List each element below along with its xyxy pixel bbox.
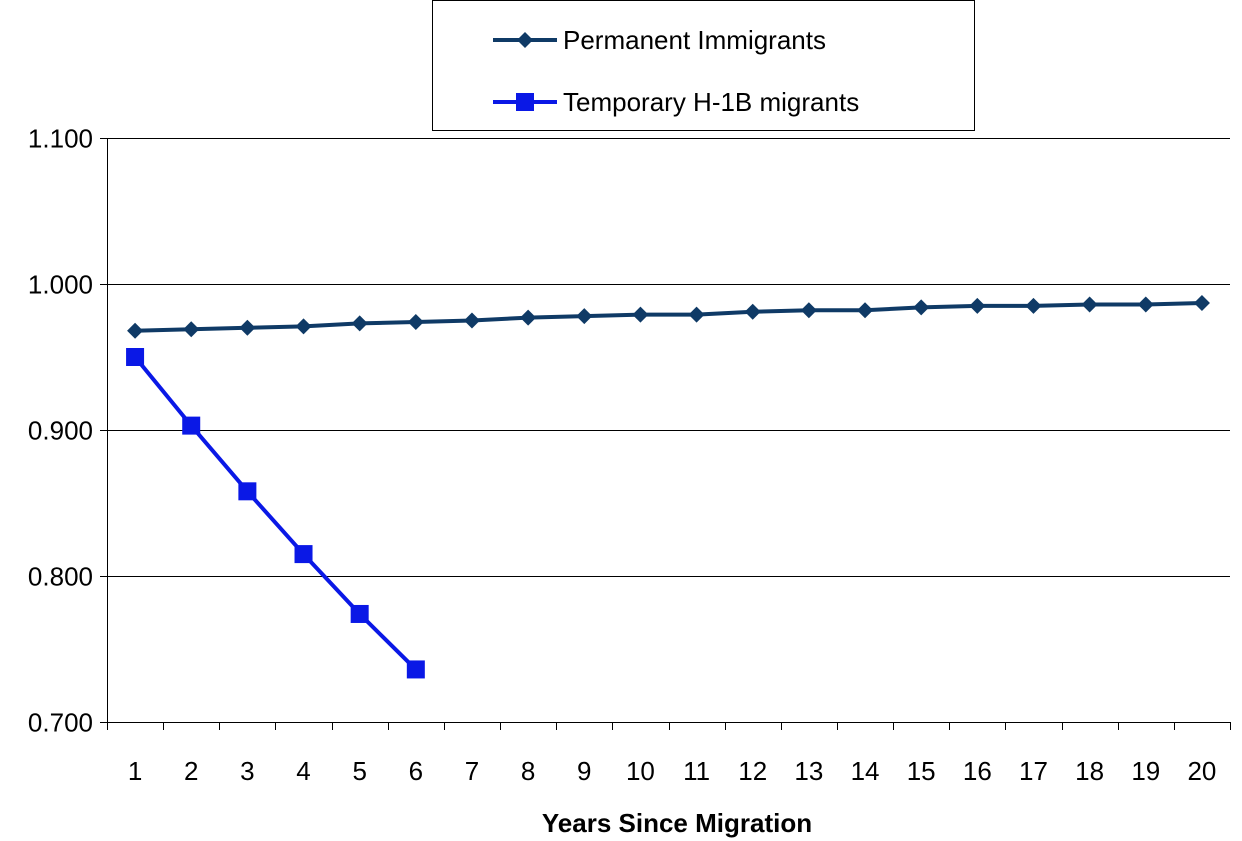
x-tick-label: 2 [184,756,198,786]
x-tick-label: 10 [626,756,655,786]
x-tick-label: 17 [1019,756,1048,786]
data-point [857,302,874,319]
data-point [294,545,313,564]
legend-label: Temporary H-1B migrants [563,87,859,117]
x-tick-label: 6 [409,756,423,786]
y-tick-label: 0.700 [28,708,93,738]
data-point [127,322,144,339]
data-point [182,416,201,435]
x-tick-label: 18 [1075,756,1104,786]
legend-entry: Temporary H-1B migrants [493,87,859,117]
x-tick-label: 7 [465,756,479,786]
series-line [135,300,1202,333]
x-tick-label: 16 [963,756,992,786]
x-tick-label: 8 [521,756,535,786]
x-axis-title: Years Since Migration [542,808,812,838]
x-tick-label: 5 [352,756,366,786]
data-point [463,312,480,329]
data-point [239,319,256,336]
data-point [1081,296,1098,313]
y-tick-label: 1.100 [28,124,93,154]
data-point [576,308,593,325]
data-point [913,299,930,316]
legend-marker [517,32,533,48]
data-point [238,482,257,501]
data-point [520,309,537,326]
legend-label: Permanent Immigrants [563,25,826,55]
series-permanent-immigrants [127,294,1210,339]
x-tick-label: 19 [1131,756,1160,786]
data-point [126,348,145,366]
data-point [351,315,368,332]
legend-marker [516,93,534,111]
y-tick-label: 0.900 [28,416,93,446]
data-point [632,306,649,323]
legend: Permanent Immigrants Temporary H-1B migra… [432,0,975,131]
data-point [800,302,817,319]
y-tick-label: 1.000 [28,270,93,300]
series-temporary-h1b-migrants [126,348,425,679]
x-tick-label: 15 [907,756,936,786]
data-point [688,306,705,323]
data-point [1137,296,1154,313]
y-tick-label: 0.800 [28,562,93,592]
x-tick-label: 11 [683,756,710,786]
series-line [133,355,418,671]
data-point [407,313,424,330]
series-lines [126,294,1210,679]
data-point [1193,294,1210,311]
x-tick-label: 12 [738,756,767,786]
gridlines [107,138,1230,723]
data-point [744,303,761,320]
data-point [1025,297,1042,314]
x-tick-label: 14 [851,756,880,786]
x-tick-label: 13 [794,756,823,786]
x-tick-label: 1 [128,756,142,786]
data-point [350,604,369,623]
x-tick-label: 20 [1187,756,1216,786]
data-point [295,318,312,335]
x-tick-label: 9 [577,756,591,786]
data-point [183,321,200,338]
legend-entry: Permanent Immigrants [493,25,826,55]
data-point [406,660,425,679]
x-tick-label: 3 [240,756,254,786]
x-tick-label: 4 [296,756,310,786]
data-point [969,297,986,314]
